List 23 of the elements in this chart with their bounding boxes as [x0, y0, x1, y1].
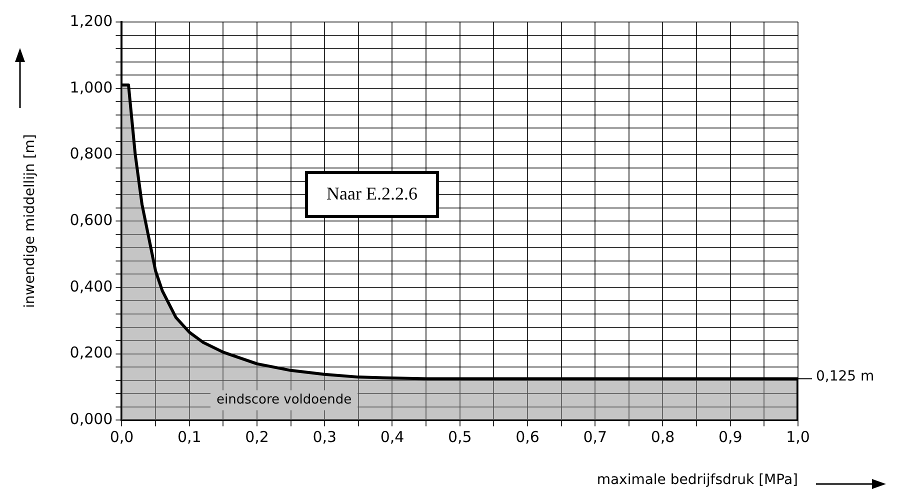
- x-tick-label: 1,0: [786, 428, 810, 446]
- x-tick-label: 0,4: [380, 428, 404, 446]
- annotation: 0,125 m: [816, 368, 874, 384]
- x-tick-label: 0,0: [110, 428, 134, 446]
- x-tick-label: 0,7: [583, 428, 608, 446]
- x-tick-label: 0,9: [718, 428, 742, 446]
- x-tick-label: 0,5: [448, 428, 472, 446]
- y-tick-label: 0,600: [70, 210, 113, 229]
- y-tick-label: 1,200: [70, 12, 113, 30]
- x-axis-title: maximale bedrijfsdruk [MPa]: [596, 472, 798, 488]
- y-tick-label: 0,400: [70, 277, 113, 296]
- x-tick-label: 0,1: [177, 428, 202, 446]
- x-tick-label: 0,2: [245, 428, 269, 446]
- x-tick-label: 0,6: [516, 428, 540, 446]
- annotation: Naar E.2.2.6: [326, 183, 418, 204]
- annotation: eindscore voldoende: [216, 392, 352, 408]
- y-axis-title: inwendige middellijn [m]: [22, 134, 38, 308]
- x-tick-label: 0,8: [650, 428, 675, 446]
- x-tick-label: 0,3: [312, 428, 337, 446]
- y-tick-label: 0,200: [70, 344, 113, 362]
- y-tick-label: 0,800: [70, 144, 113, 163]
- y-tick-label: 0,000: [70, 410, 113, 428]
- y-tick-label: 1,000: [70, 78, 113, 96]
